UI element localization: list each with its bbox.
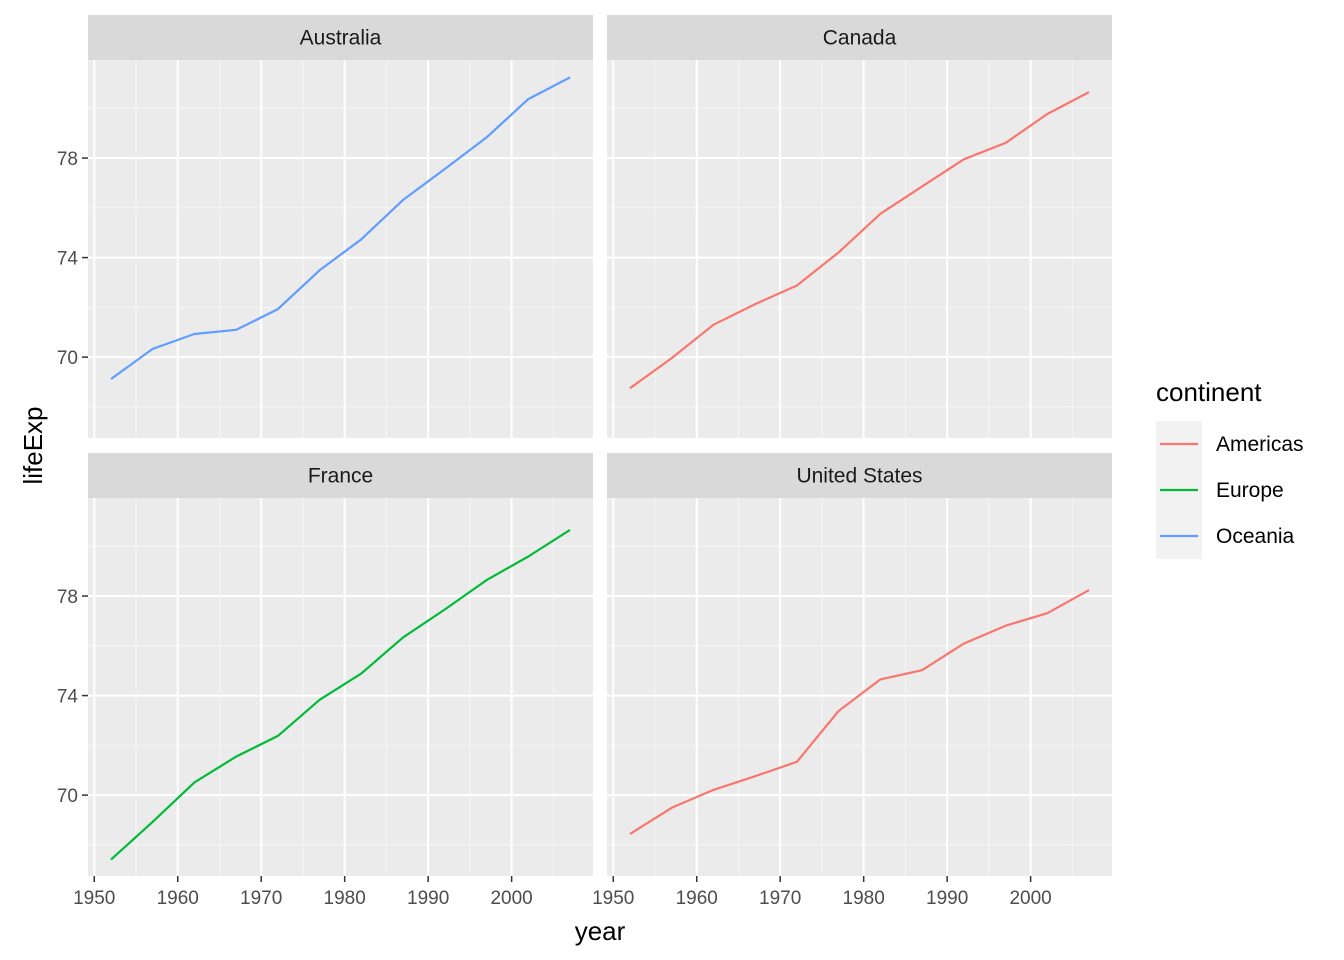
series-line-australia bbox=[110, 76, 571, 380]
panel-bg-australia bbox=[88, 60, 593, 438]
facet-label-australia: Australia bbox=[300, 27, 382, 50]
legend-label-europe: Europe bbox=[1216, 479, 1284, 502]
y-tick-label: 78 bbox=[57, 149, 78, 170]
facet-strip-united-states bbox=[607, 453, 1112, 498]
x-tick-label: 1960 bbox=[157, 888, 199, 909]
series-line-france bbox=[110, 528, 571, 861]
panel-bg-canada bbox=[607, 60, 1112, 438]
x-tick-label: 1950 bbox=[592, 888, 634, 909]
facet-strip-france bbox=[88, 453, 593, 498]
x-tick-label: 1970 bbox=[759, 888, 801, 909]
legend-title: continent bbox=[1156, 377, 1262, 407]
series-line-united-states bbox=[629, 589, 1090, 835]
x-tick-label: 2000 bbox=[490, 888, 532, 909]
facet-strip-canada bbox=[607, 15, 1112, 60]
y-tick-label: 78 bbox=[57, 587, 78, 608]
y-tick-label: 74 bbox=[57, 249, 79, 270]
x-tick-label: 1990 bbox=[926, 888, 968, 909]
series-line-canada bbox=[629, 91, 1090, 390]
x-tick-label: 2000 bbox=[1009, 888, 1051, 909]
x-tick-label: 1980 bbox=[324, 888, 366, 909]
x-tick-label: 1980 bbox=[843, 888, 885, 909]
x-tick-label: 1990 bbox=[407, 888, 449, 909]
panel-bg-united-states bbox=[607, 498, 1112, 876]
y-axis-title: lifeExp bbox=[18, 406, 48, 484]
facet-label-france: France bbox=[308, 465, 373, 488]
legend-label-oceania: Oceania bbox=[1216, 525, 1295, 548]
x-tick-label: 1950 bbox=[73, 888, 115, 909]
x-tick-label: 1970 bbox=[240, 888, 282, 909]
facet-label-united-states: United States bbox=[796, 465, 922, 488]
y-tick-label: 70 bbox=[57, 786, 78, 807]
y-tick-label: 70 bbox=[57, 348, 78, 369]
x-tick-label: 1960 bbox=[676, 888, 718, 909]
facet-strip-australia bbox=[88, 15, 593, 60]
y-tick-label: 74 bbox=[57, 687, 79, 708]
legend-label-americas: Americas bbox=[1216, 433, 1304, 456]
x-axis-title: year bbox=[575, 916, 626, 946]
facet-label-canada: Canada bbox=[823, 27, 897, 50]
